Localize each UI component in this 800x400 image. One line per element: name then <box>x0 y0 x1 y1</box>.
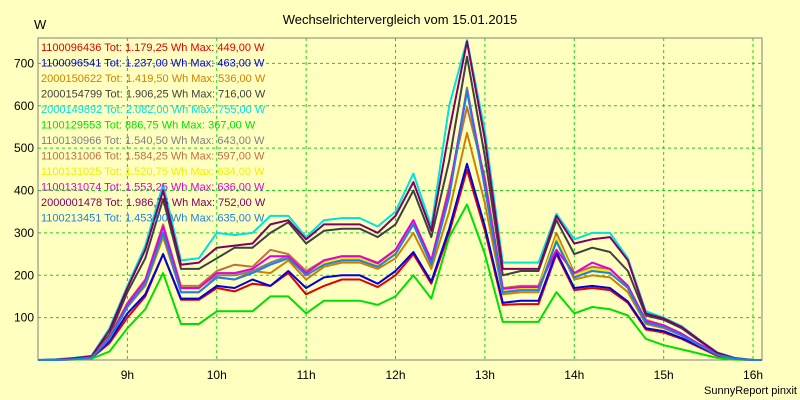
legend-entry-6: 1100129553 Tot: 886,75 Wh Max: 367,00 W <box>41 120 256 132</box>
x-tick-label: 15h <box>654 368 674 382</box>
x-tick-label: 11h <box>297 368 316 382</box>
legend-entry-1: 1100096436 Tot: 1.179,25 Wh Max: 449,00 … <box>41 42 265 54</box>
x-tick-label: 14h <box>564 368 584 382</box>
series-line-3 <box>38 131 762 361</box>
grid <box>38 38 762 360</box>
legend-entry-3: 2000150622 Tot: 1.419,50 Wh Max: 536,00 … <box>41 73 266 85</box>
series-line-6 <box>38 203 762 361</box>
y-tick-label: 500 <box>14 141 34 155</box>
y-tick-label: 400 <box>14 184 34 198</box>
x-tick-label: 13h <box>475 368 495 382</box>
legend-entry-12: 1100213451 Tot: 1.453,00 Wh Max: 635,00 … <box>41 213 265 225</box>
chart-title: Wechselrichtervergleich vom 15.01.2015 <box>283 12 518 27</box>
legend-entry-8: 1100131006 Tot: 1.584,25 Wh Max: 597,00 … <box>41 151 265 163</box>
legend: 1100096436 Tot: 1.179,25 Wh Max: 449,00 … <box>41 42 266 225</box>
axes: 100 200 300 400 500 600 700 9h 10h 11h 12h 13h 14h 15… <box>14 37 763 382</box>
plot-frame <box>37 37 763 361</box>
y-tick-label: 200 <box>14 268 34 282</box>
series-line-5 <box>37 39 762 361</box>
x-tick-label: 16h <box>743 368 763 382</box>
legend-entry-4: 2000154799 Tot: 1.906,25 Wh Max: 716,00 … <box>41 89 266 101</box>
y-axis-unit-label: W <box>34 17 47 32</box>
x-tick-label: 9h <box>121 368 134 382</box>
y-tick-label: 700 <box>14 56 34 70</box>
footer-credit: SunnyReport pinxit <box>704 385 797 397</box>
y-tick-label: 100 <box>14 311 34 325</box>
x-tick-label: 12h <box>386 368 406 382</box>
series-lines <box>37 39 762 361</box>
legend-entry-10: 1100131074 Tot: 1.553,25 Wh Max: 636,00 … <box>41 182 265 194</box>
legend-entry-11: 2000001478 Tot: 1.986,75 Wh Max: 752,00 … <box>41 197 266 209</box>
legend-entry-7: 1100130966 Tot: 1.540,50 Wh Max: 643,00 … <box>41 135 265 147</box>
x-tick-label: 10h <box>207 368 227 382</box>
series-line-2 <box>38 162 762 361</box>
legend-entry-5: 2000149892 Tot: 2.082,00 Wh Max: 755,00 … <box>41 104 266 116</box>
series-line-12 <box>38 90 762 361</box>
legend-entry-9: 1100131025 Tot: 1.520,75 Wh Max: 634,00 … <box>41 166 265 178</box>
series-line-4 <box>38 55 762 361</box>
y-tick-label: 300 <box>14 226 34 240</box>
legend-entry-2: 1100096541 Tot: 1.237,00 Wh Max: 463,00 … <box>41 58 265 70</box>
y-tick-label: 600 <box>14 99 34 113</box>
series-line-11 <box>37 40 762 361</box>
series-line-10 <box>38 89 762 361</box>
